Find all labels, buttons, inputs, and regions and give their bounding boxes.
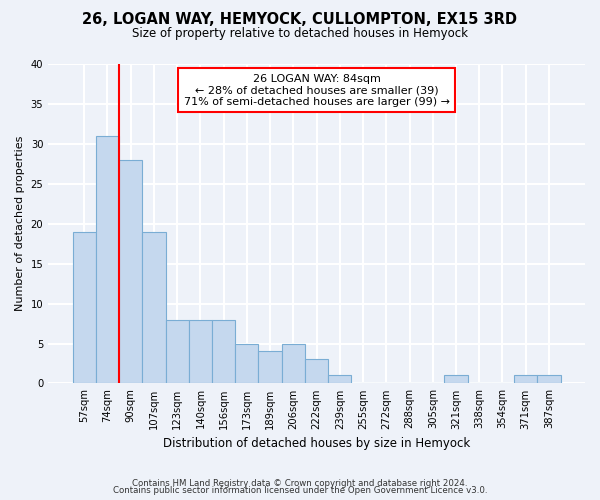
Text: Contains public sector information licensed under the Open Government Licence v3: Contains public sector information licen…	[113, 486, 487, 495]
Text: Size of property relative to detached houses in Hemyock: Size of property relative to detached ho…	[132, 28, 468, 40]
Bar	[189, 320, 212, 384]
Text: 26 LOGAN WAY: 84sqm
← 28% of detached houses are smaller (39)
71% of semi-detach: 26 LOGAN WAY: 84sqm ← 28% of detached ho…	[184, 74, 449, 107]
Bar	[119, 160, 142, 384]
Bar	[305, 360, 328, 384]
Bar	[235, 344, 259, 384]
Bar	[514, 376, 538, 384]
Bar	[538, 376, 560, 384]
X-axis label: Distribution of detached houses by size in Hemyock: Distribution of detached houses by size …	[163, 437, 470, 450]
Bar	[328, 376, 352, 384]
Bar	[282, 344, 305, 384]
Text: 26, LOGAN WAY, HEMYOCK, CULLOMPTON, EX15 3RD: 26, LOGAN WAY, HEMYOCK, CULLOMPTON, EX15…	[83, 12, 517, 28]
Bar	[96, 136, 119, 384]
Bar	[259, 352, 282, 384]
Bar	[212, 320, 235, 384]
Y-axis label: Number of detached properties: Number of detached properties	[15, 136, 25, 312]
Text: Contains HM Land Registry data © Crown copyright and database right 2024.: Contains HM Land Registry data © Crown c…	[132, 478, 468, 488]
Bar	[445, 376, 467, 384]
Bar	[73, 232, 96, 384]
Bar	[142, 232, 166, 384]
Bar	[166, 320, 189, 384]
